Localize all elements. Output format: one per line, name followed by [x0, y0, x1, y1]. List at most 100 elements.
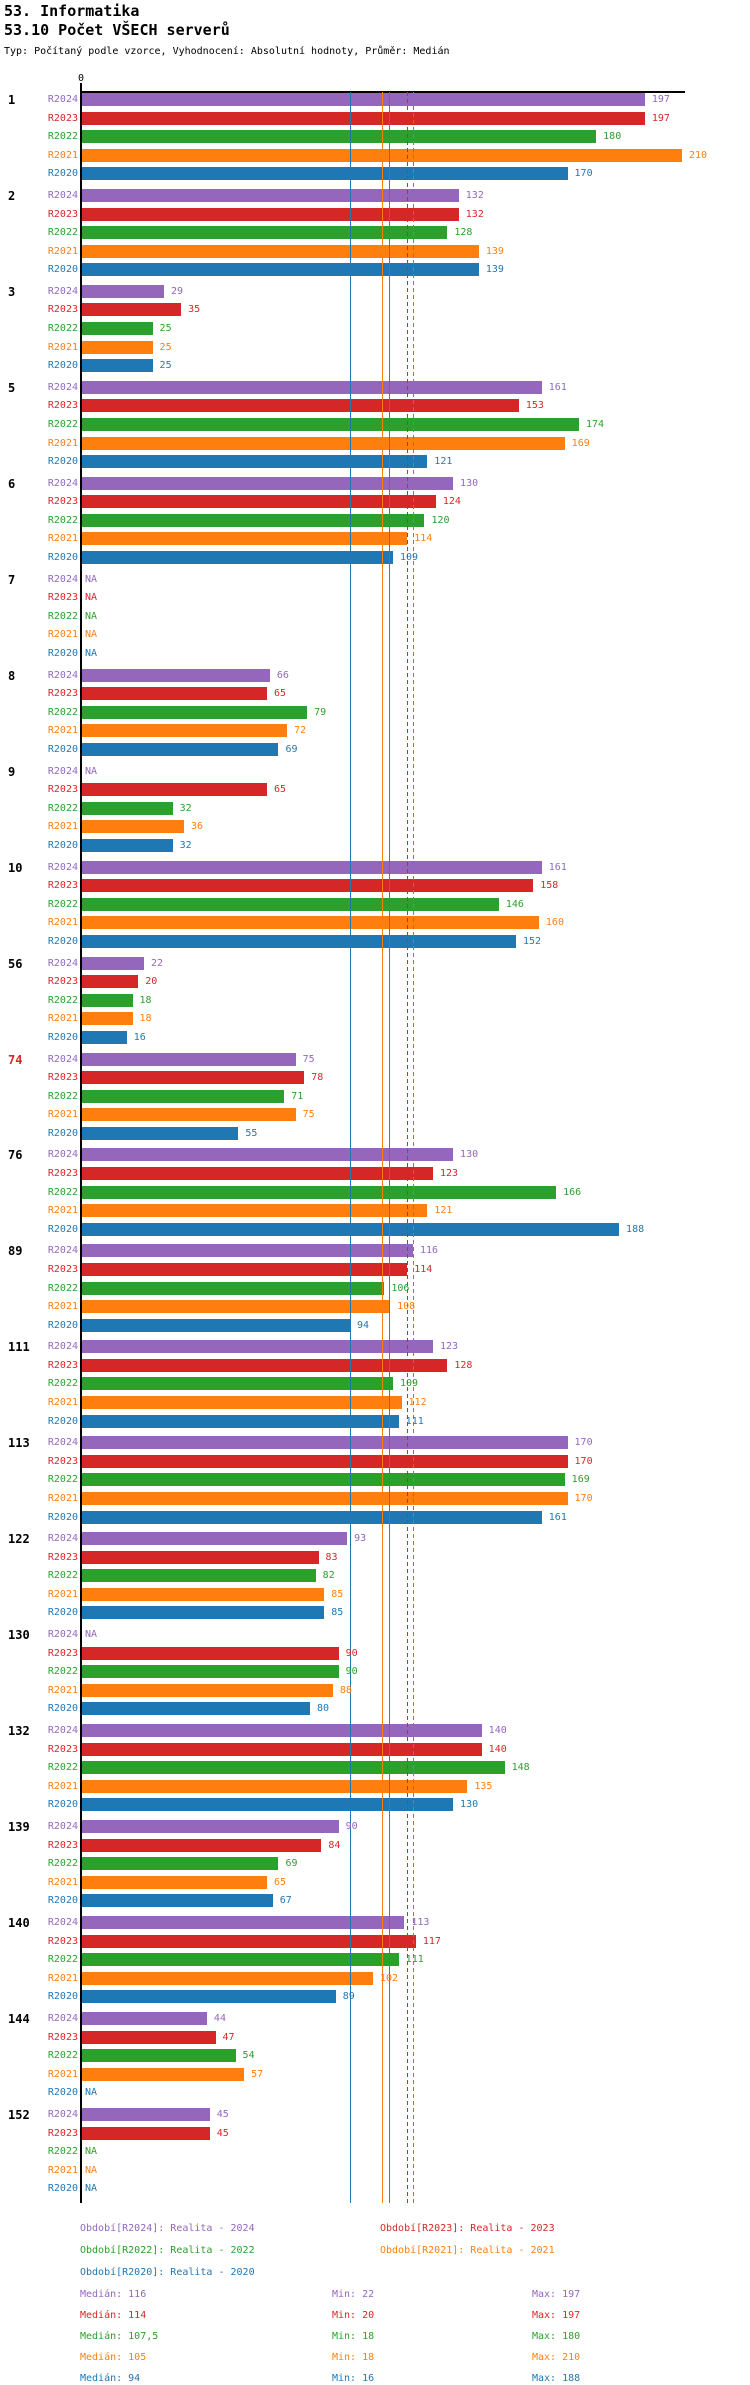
bar-r2024 [81, 93, 645, 106]
series-row-label: R2022 [47, 323, 78, 334]
bar-r2023 [81, 1646, 339, 1660]
bar-value-label: 88 [339, 1684, 352, 1696]
stat-max: Max: 188 [532, 2373, 581, 2384]
bar-value-label: 94 [357, 1319, 370, 1331]
series-row-label: R2022 [47, 994, 78, 1006]
bar-value-label: 54 [242, 2050, 255, 2062]
bar-value-label: 65 [274, 688, 287, 700]
series-row-label: R2024 [47, 765, 78, 777]
legend-item: Období[R2022]: Realita - 2022 [80, 2245, 255, 2256]
bar-value-label: 109 [399, 552, 419, 563]
bar-r2022 [81, 1377, 393, 1391]
legend-item: Období[R2021]: Realita - 2021 [380, 2245, 555, 2256]
bar-r2023 [81, 2126, 210, 2140]
bar-r2023 [81, 975, 139, 989]
chart-title: 53. Informatika [4, 2, 140, 20]
bar-value-label: 140 [488, 1725, 507, 1737]
axis-origin-label: 0 [77, 73, 85, 84]
bar-r2020 [81, 1318, 351, 1332]
bar-r2022 [81, 1569, 316, 1583]
series-row-label: R2024 [47, 1245, 78, 1257]
bar-r2024 [81, 188, 459, 202]
series-row-label: R2020 [47, 647, 78, 659]
group-label: 1 [8, 93, 16, 107]
stat-max: Max: 180 [532, 2331, 581, 2342]
stat-median: Medián: 105 [80, 2352, 147, 2363]
bar-value-label: 166 [563, 1186, 582, 1198]
y-axis-line [80, 91, 82, 2203]
series-row-label: R2021 [47, 821, 78, 833]
bar-value-label: 82 [322, 1570, 335, 1582]
bar-value-label: 170 [574, 1455, 593, 1467]
bar-value-label: 69 [285, 743, 298, 755]
bar-value-label: 108 [397, 1301, 416, 1313]
median-line-r2021 [381, 92, 383, 2203]
bar-r2023 [81, 1838, 322, 1852]
series-row-label: R2023 [47, 1935, 78, 1947]
group-label: 122 [8, 1532, 30, 1547]
bar-value-label: 57 [251, 2068, 264, 2080]
bar-r2020 [81, 1990, 336, 2004]
series-row-label: R2020 [47, 935, 78, 947]
bar-value-label: 45 [216, 2127, 229, 2139]
group-label: 152 [8, 2107, 30, 2122]
bar-value-label: 123 [440, 1168, 459, 1179]
stat-max: Max: 197 [532, 2310, 581, 2321]
bar-value-label: 132 [465, 189, 484, 201]
stat-min: Min: 18 [332, 2352, 375, 2363]
series-row-label: R2020 [47, 1607, 78, 1619]
series-row-label: R2021 [47, 1684, 78, 1696]
bar-r2022 [81, 130, 597, 144]
bar-r2023 [81, 399, 519, 413]
series-row-label: R2023 [47, 208, 78, 220]
series-row-label: R2021 [47, 2068, 78, 2080]
bar-r2022 [81, 1761, 505, 1775]
stat-median: Medián: 94 [80, 2373, 141, 2384]
bar-r2022 [81, 993, 133, 1007]
series-row-label: R2023 [47, 1647, 78, 1659]
bar-value-label: 121 [434, 456, 453, 468]
series-row-label: R2022 [47, 514, 78, 526]
series-row-label: R2020 [47, 1799, 78, 1811]
bar-r2020 [81, 1126, 239, 1140]
bar-value-label: 197 [651, 112, 670, 124]
series-row-label: R2022 [47, 1570, 78, 1582]
bar-value-label: 25 [159, 323, 172, 334]
bar-r2021 [81, 340, 153, 354]
series-row-label: R2022 [47, 1954, 78, 1966]
bar-value-label: 36 [191, 821, 204, 833]
bar-value-label: 71 [291, 1090, 304, 1102]
bar-value-label: 152 [523, 935, 542, 947]
median-line-r2020 [350, 92, 352, 2203]
bar-value-label: 158 [540, 880, 559, 892]
legend-item: Období[R2023]: Realita - 2023 [380, 2223, 555, 2234]
bar-r2022 [81, 801, 173, 815]
group-label: 7 [8, 572, 16, 587]
bar-value-label: 18 [139, 1013, 152, 1025]
series-row-label: R2022 [47, 802, 78, 814]
bar-r2020 [81, 167, 568, 181]
bar-r2023 [81, 207, 459, 221]
series-row-label: R2022 [47, 1666, 78, 1678]
bar-r2021 [81, 916, 539, 930]
series-row-label: R2021 [47, 725, 78, 737]
median-line-r2024 [412, 92, 414, 2203]
series-row-label: R2021 [47, 1205, 78, 1217]
series-row-label: R2021 [47, 245, 78, 257]
bar-r2021 [81, 1396, 402, 1409]
series-row-label: R2024 [47, 669, 78, 681]
na-label: NA [85, 2164, 98, 2176]
group-label: 113 [8, 1436, 30, 1451]
bar-value-label: 45 [216, 2108, 229, 2120]
bar-r2023 [81, 1167, 434, 1180]
group-label: 139 [8, 1820, 30, 1835]
bar-value-label: 66 [276, 669, 289, 681]
group-label: 3 [8, 284, 16, 299]
series-row-label: R2021 [47, 1397, 78, 1408]
bar-value-label: 67 [279, 1895, 292, 1907]
series-row-label: R2023 [47, 688, 78, 700]
series-row-label: R2024 [47, 94, 78, 105]
bar-value-label: 169 [571, 1474, 590, 1486]
series-row-label: R2024 [47, 2108, 78, 2120]
series-row-label: R2023 [47, 400, 78, 412]
